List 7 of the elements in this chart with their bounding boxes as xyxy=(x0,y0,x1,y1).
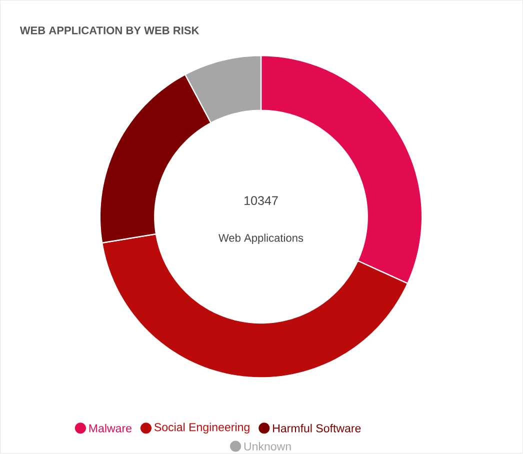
legend-label: Malware xyxy=(89,424,132,433)
legend-label: Harmful Software xyxy=(273,424,361,433)
chart-title: WEB APPLICATION BY WEB RISK xyxy=(20,26,200,35)
text: 10347 xyxy=(244,196,278,206)
legend-label: Social Engineering xyxy=(154,423,250,434)
text: Web Applications xyxy=(218,234,304,244)
legend-label: Unknown xyxy=(244,442,291,451)
